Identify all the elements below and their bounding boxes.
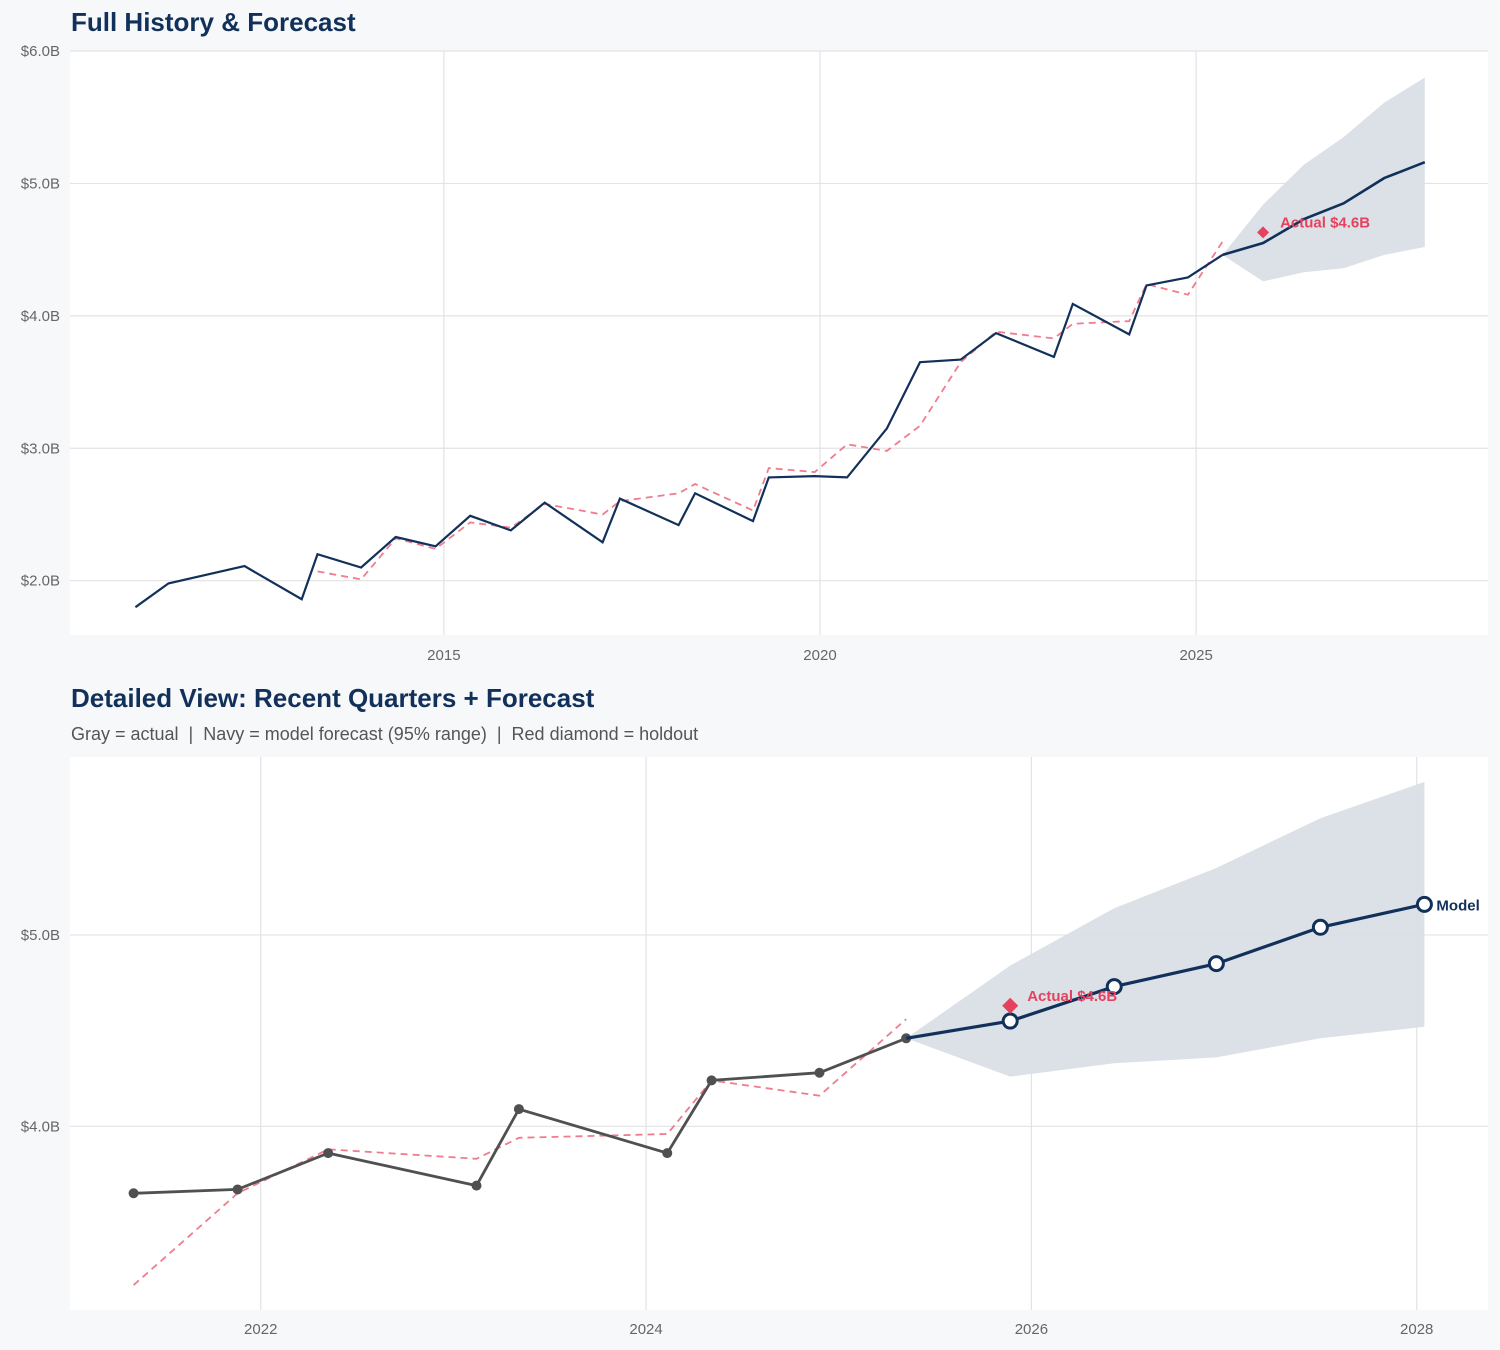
forecast-point (1415, 895, 1433, 913)
actual-point (901, 1033, 912, 1044)
y-tick-label: $4.0B (21, 1118, 60, 1135)
x-tick-label: 2022 (244, 1321, 277, 1338)
chart-title-full-history: Full History & Forecast (71, 7, 356, 37)
actual-point (706, 1075, 717, 1086)
x-tick-label: 2015 (427, 647, 460, 664)
forecast-line (1222, 160, 1426, 257)
x-tick-label: 2026 (1015, 1321, 1048, 1338)
y-tick-label: $5.0B (21, 927, 60, 944)
model-label: Model (1436, 897, 1479, 914)
actual-line (134, 253, 1224, 609)
actual-point (323, 1148, 334, 1159)
chart-subtitle-detailed-view: Gray = actual | Navy = model forecast (9… (71, 724, 698, 744)
actual-point (662, 1148, 673, 1159)
actual-point (471, 1180, 482, 1191)
actual-point (513, 1104, 524, 1115)
actual-point (232, 1184, 243, 1195)
forecast-95-band (906, 781, 1425, 1077)
fitted-dashed-line (317, 241, 1224, 581)
plot-area (70, 51, 1488, 635)
y-tick-label: $2.0B (21, 573, 60, 590)
forecast-point (1311, 918, 1329, 936)
y-tick-label: $3.0B (21, 440, 60, 457)
full-history-chart: $2.0B $3.0B $4.0B $5.0B $6.0B 2015 2020 2025 Act… (21, 43, 1488, 664)
x-tick-label: 2020 (803, 647, 836, 664)
y-tick-label: $6.0B (21, 43, 60, 60)
holdout-diamond (1002, 997, 1019, 1014)
chart-title-detailed-view: Detailed View: Recent Quarters + Forecas… (71, 683, 595, 713)
forecast-point (1207, 955, 1225, 973)
y-tick-label: $4.0B (21, 308, 60, 325)
y-tick-label: $5.0B (21, 175, 60, 192)
forecast-95-band (1222, 77, 1425, 282)
actual-point (814, 1067, 825, 1078)
forecast-point (1105, 978, 1123, 996)
holdout-diamond (1257, 226, 1270, 239)
x-tick-label: 2024 (629, 1321, 662, 1338)
actual-point (128, 1188, 139, 1199)
holdout-label: Actual $4.6B (1027, 988, 1117, 1005)
holdout-label: Actual $4.6B (1280, 214, 1370, 231)
detailed-view-chart: $4.0B $5.0B 2022 2024 2026 2028 Model Actual $4… (21, 757, 1488, 1338)
forecast-line (905, 902, 1425, 1040)
x-tick-label: 2025 (1179, 647, 1212, 664)
x-tick-label: 2028 (1400, 1321, 1433, 1338)
forecast-point (1001, 1012, 1019, 1030)
